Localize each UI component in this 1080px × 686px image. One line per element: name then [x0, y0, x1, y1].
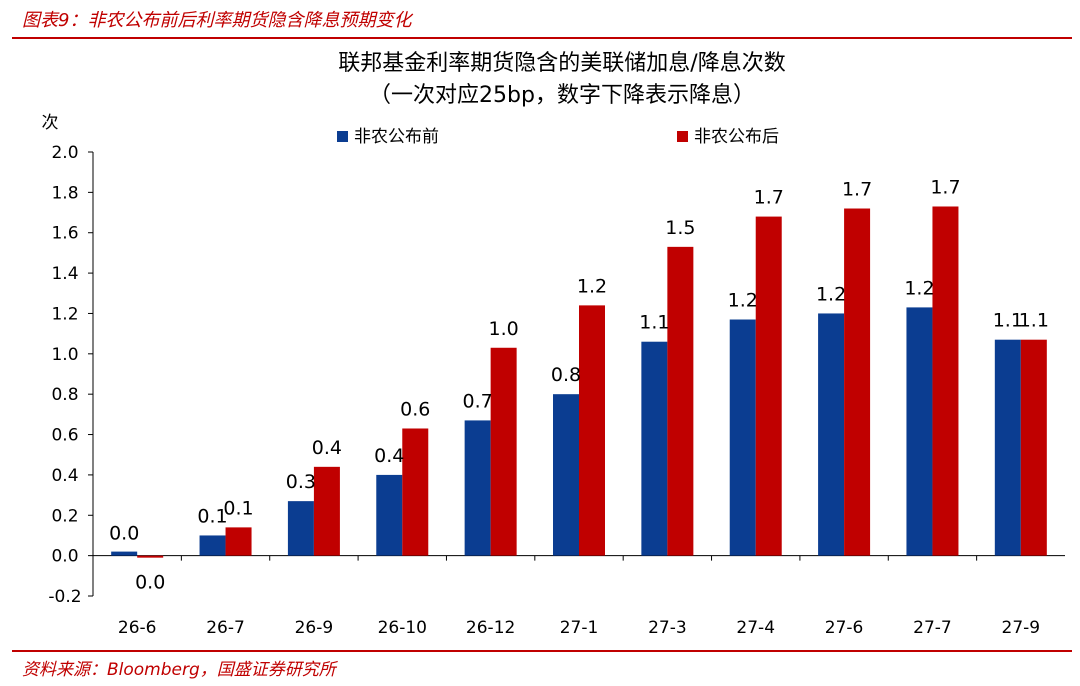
bar-before-27-9: [994, 339, 1021, 556]
y-tick-label: 0.6: [51, 426, 78, 446]
data-label-before-27-1: 0.8: [551, 364, 581, 386]
x-tick-label: 27-4: [736, 618, 775, 638]
x-tick-label: 27-1: [560, 618, 599, 638]
y-tick-label: 0.4: [51, 466, 78, 486]
bar-after-27-1: [579, 305, 605, 556]
data-label-before-27-7: 1.2: [904, 277, 934, 299]
legend-swatch-after: [677, 131, 688, 142]
source-note: 资料来源：Bloomberg，国盛证券研究所: [22, 660, 336, 680]
bar-before-26-9: [287, 501, 314, 556]
x-tick-label: 26-9: [295, 618, 334, 638]
bar-before-27-7: [906, 307, 933, 556]
x-tick-label: 26-12: [466, 618, 515, 638]
data-label-after-26-12: 1.0: [489, 318, 519, 340]
y-axis-label: 次: [42, 113, 59, 133]
legend-label-after: 非农公布后: [694, 127, 779, 147]
legend-swatch-before: [337, 131, 348, 142]
bar-after-26-6: [137, 555, 164, 558]
data-label-before-27-3: 1.1: [639, 312, 669, 334]
x-tick-label: 27-3: [648, 618, 687, 638]
x-axis: 26-6 26-7 26-9 26-10 26-12 27-1 27-3 27-4 27-6 27…: [92, 555, 1065, 638]
bar-before-26-6: [111, 551, 138, 556]
legend: 非农公布前 非农公布后: [337, 127, 779, 147]
data-label-after-27-3: 1.5: [665, 217, 695, 239]
y-axis: -0.2 0.0 0.2 0.4 0.6 0.8 1.0 1.2 1.4 1.6 1.8 2.0: [48, 143, 94, 607]
bar-after-26-9: [313, 466, 340, 556]
data-label-before-26-6: 0.0: [109, 523, 139, 545]
x-tick-label: 26-10: [378, 618, 427, 638]
x-tick-label: 27-9: [1002, 618, 1041, 638]
data-label-before-26-9: 0.3: [286, 471, 316, 493]
bar-before-26-12: [464, 420, 491, 556]
bar-after-27-9: [1020, 339, 1047, 556]
data-label-before-26-10: 0.4: [374, 445, 404, 467]
x-tick-label: 26-7: [206, 618, 245, 638]
bar-after-27-7: [932, 206, 959, 556]
y-tick-label: 1.8: [51, 183, 78, 203]
bar-after-27-4: [755, 216, 782, 556]
data-label-after-26-7: 0.1: [223, 497, 253, 519]
y-tick-label: 2.0: [51, 143, 78, 163]
x-tick-label: 27-7: [913, 618, 952, 638]
data-label-after-26-10: 0.6: [400, 398, 430, 420]
bar-before-27-4: [729, 319, 756, 556]
data-label-after-27-4: 1.7: [754, 187, 784, 209]
figure-caption: 图表9：非农公布前后利率期货隐含降息预期变化: [22, 10, 412, 31]
data-label-after-27-7: 1.7: [930, 176, 960, 198]
top-divider: [12, 37, 1072, 39]
data-labels: 0.00.00.10.10.30.4 0.40.6 0.71.00.81.21.11…: [109, 176, 1049, 593]
bar-before-26-7: [199, 535, 226, 556]
x-tick-label: 27-6: [825, 618, 864, 638]
y-tick-label: 1.4: [51, 264, 78, 284]
bar-after-26-7: [225, 527, 252, 556]
data-label-before-27-6: 1.2: [816, 283, 846, 305]
data-label-after-27-9: 1.1: [1019, 310, 1049, 332]
bar-before-27-6: [818, 313, 845, 556]
bar-after-27-3: [667, 246, 694, 556]
data-label-after-27-6: 1.7: [842, 179, 872, 201]
bar-after-27-6: [844, 208, 871, 556]
data-label-before-27-9: 1.1: [993, 310, 1023, 332]
bars: [111, 206, 1047, 558]
y-tick-label: -0.2: [48, 587, 81, 607]
bar-after-26-10: [402, 428, 429, 556]
y-tick-label: 1.6: [51, 224, 78, 244]
chart-subtitle: （一次对应25bp，数字下降表示降息）: [369, 83, 755, 108]
chart-title: 联邦基金利率期货隐含的美联储加息/降息次数: [338, 51, 785, 76]
y-tick-label: 1.2: [51, 304, 78, 324]
data-label-after-26-6: 0.0: [135, 572, 165, 594]
bar-before-27-3: [641, 341, 668, 556]
y-tick-label: 0.8: [51, 385, 78, 405]
data-label-before-26-12: 0.7: [463, 390, 493, 412]
bar-before-27-1: [553, 394, 579, 556]
data-label-after-26-9: 0.4: [312, 437, 342, 459]
y-tick-label: 0.0: [51, 547, 78, 567]
data-label-after-27-1: 1.2: [577, 275, 607, 297]
data-label-before-27-4: 1.2: [728, 290, 758, 312]
bar-before-26-10: [376, 474, 403, 556]
y-tick-label: 1.0: [51, 345, 78, 365]
legend-label-before: 非农公布前: [354, 127, 439, 147]
y-tick-label: 0.2: [51, 506, 78, 526]
bottom-divider: [12, 650, 1072, 652]
data-label-before-26-7: 0.1: [197, 505, 227, 527]
bar-after-26-12: [490, 347, 517, 556]
x-tick-label: 26-6: [118, 618, 157, 638]
